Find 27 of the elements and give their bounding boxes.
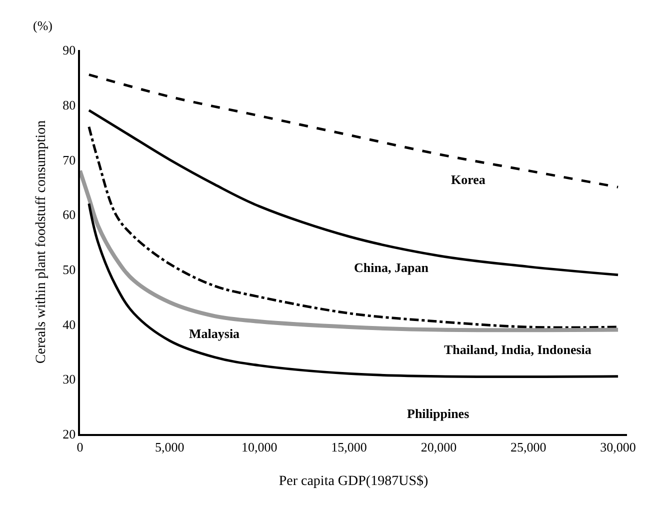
line-series xyxy=(88,109,620,276)
y-tick-label: 20 xyxy=(62,426,76,442)
line-series xyxy=(88,126,620,329)
series-label: Malaysia xyxy=(189,326,240,341)
y-tick-label: 80 xyxy=(62,97,76,112)
x-tick-label: 20,000 xyxy=(420,439,457,454)
x-tick-label: 25,000 xyxy=(510,439,546,454)
y-tick-label: 30 xyxy=(62,372,76,387)
text: (%) xyxy=(33,18,52,33)
y-tick-label: 90 xyxy=(62,42,76,58)
y-axis-title: Cereals within plant foodstuff consumption xyxy=(34,120,49,364)
x-tick-label: 10,000 xyxy=(241,439,278,454)
series-label: Korea xyxy=(451,172,486,187)
y-tick-label: 40 xyxy=(62,316,76,332)
series-label: China, Japan xyxy=(354,260,430,275)
x-tick-label: 0 xyxy=(76,439,84,454)
line-series xyxy=(88,73,620,188)
series-label: Thailand, India, Indonesia xyxy=(444,342,592,357)
y-tick-label: 70 xyxy=(62,152,76,168)
x-axis-title: Per capita GDP(1987US$) xyxy=(278,474,428,490)
x-tick-label: 15,000 xyxy=(331,439,367,454)
x-tick-label: 30,000 xyxy=(600,439,636,454)
y-tick-label: 50 xyxy=(62,262,76,277)
y-tick-label: 60 xyxy=(62,207,76,222)
text: Philippines xyxy=(407,406,470,421)
x-tick-label: 5,000 xyxy=(155,439,184,454)
line-series xyxy=(88,202,620,378)
